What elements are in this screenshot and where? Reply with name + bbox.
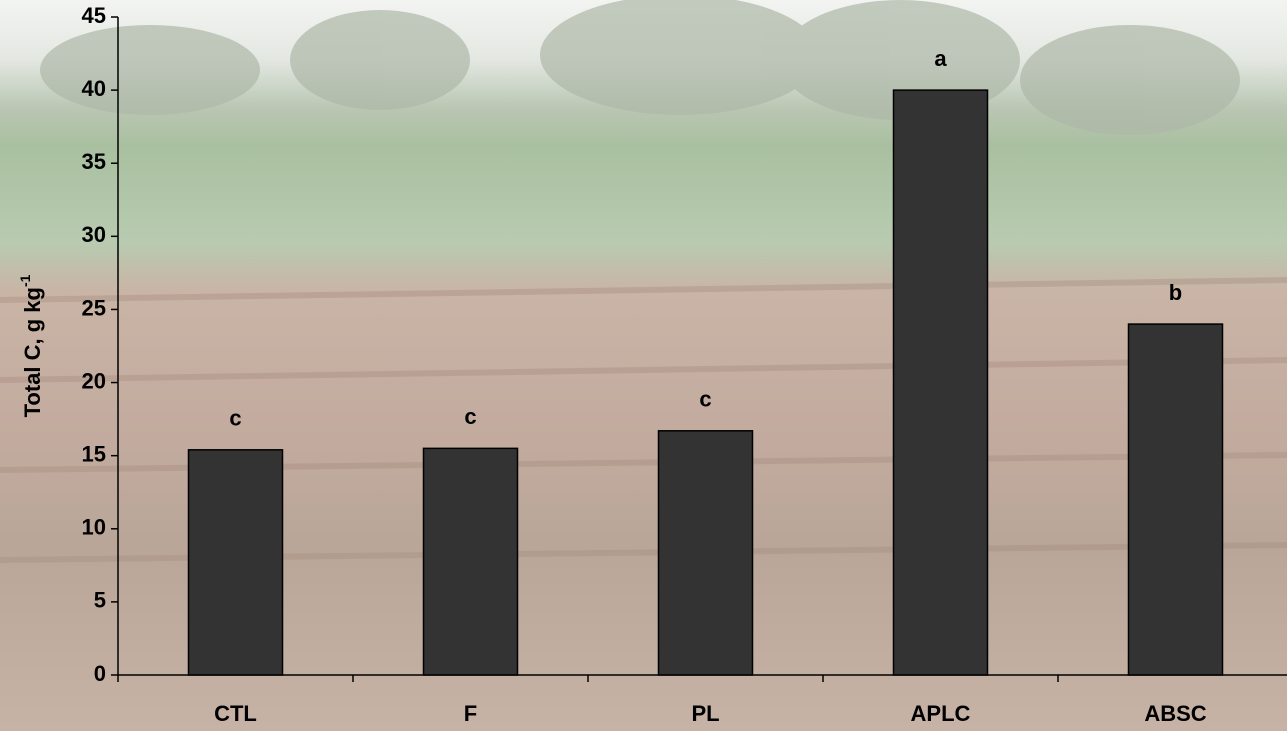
x-tick-label: CTL <box>214 701 257 726</box>
chart: Total C, g kg-1 0 5 10 15 20 25 30 35 40 45 CTL c Fc… <box>0 0 1287 731</box>
bar <box>659 431 753 675</box>
significance-letter: c <box>699 387 711 412</box>
x-tick-label: F <box>464 701 477 726</box>
y-axis-label: Total C, g kg-1 <box>17 274 45 417</box>
x-tick-label: APLC <box>911 701 971 726</box>
bar <box>1129 324 1223 675</box>
y-tick-label: 40 <box>82 76 106 101</box>
significance-letter: a <box>934 46 947 71</box>
x-tick-label: PL <box>691 701 719 726</box>
y-tick-label: 30 <box>82 222 106 247</box>
significance-letter: c <box>464 404 476 429</box>
y-axis-label-text: Total C, g kg <box>20 287 45 417</box>
y-tick-label: 5 <box>94 588 106 613</box>
y-tick-label: 35 <box>82 149 106 174</box>
y-axis-label-superscript: -1 <box>17 274 33 287</box>
y-tick-label: 20 <box>82 368 106 393</box>
y-tick-label: 25 <box>82 295 106 320</box>
significance-letter: b <box>1169 280 1182 305</box>
bar <box>424 448 518 675</box>
y-tick-label: 10 <box>82 515 106 540</box>
y-tick-label: 45 <box>82 3 106 28</box>
x-tick-label: ABSC <box>1144 701 1206 726</box>
bar <box>189 450 283 675</box>
significance-letter: c <box>229 406 241 431</box>
y-tick-label: 15 <box>82 441 106 466</box>
y-tick-label: 0 <box>94 661 106 686</box>
bar <box>894 90 988 675</box>
